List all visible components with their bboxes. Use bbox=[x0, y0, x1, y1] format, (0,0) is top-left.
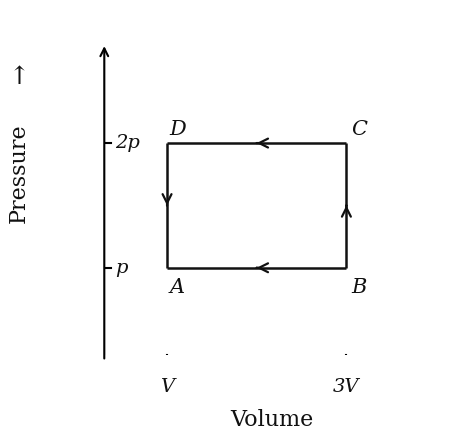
Text: 3V: 3V bbox=[333, 378, 360, 395]
Text: C: C bbox=[351, 120, 367, 139]
Text: D: D bbox=[170, 120, 186, 139]
Text: B: B bbox=[351, 278, 366, 297]
Text: V: V bbox=[160, 378, 174, 395]
Text: A: A bbox=[170, 278, 185, 297]
Text: ↑: ↑ bbox=[9, 66, 29, 90]
Text: 2p: 2p bbox=[115, 134, 140, 152]
Text: Pressure: Pressure bbox=[8, 123, 30, 223]
Text: p: p bbox=[115, 259, 128, 277]
Text: Volume: Volume bbox=[230, 409, 313, 431]
